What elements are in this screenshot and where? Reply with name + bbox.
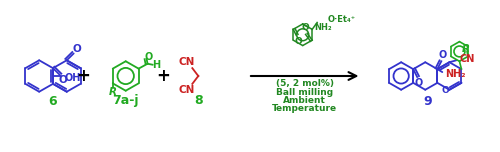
Text: O·Et₄⁺: O·Et₄⁺ [328,15,356,24]
Text: +: + [76,67,90,85]
Text: O: O [144,52,152,62]
Text: NH₂: NH₂ [314,23,332,32]
Text: Ball milling: Ball milling [276,88,334,97]
Text: R: R [462,43,470,54]
Text: 6: 6 [48,95,58,108]
Text: 9: 9 [423,95,432,108]
Text: O: O [438,50,446,60]
Text: Temperature: Temperature [272,104,338,113]
Text: 8: 8 [194,94,202,107]
Text: H: H [152,60,160,70]
Text: O: O [58,75,68,85]
Text: O: O [294,37,302,46]
Text: Ambient: Ambient [284,96,326,105]
Text: (5, 2 mol%): (5, 2 mol%) [276,79,334,88]
Text: O: O [72,43,81,54]
Text: +: + [156,67,170,85]
Text: O: O [442,86,449,95]
Text: CN: CN [178,57,194,67]
Text: O: O [414,78,422,88]
Text: CN: CN [178,85,194,95]
Text: 7a-j: 7a-j [112,94,139,107]
Text: OH: OH [65,73,82,83]
Text: NH₂: NH₂ [446,69,466,79]
Text: O: O [302,23,309,32]
Text: R: R [109,87,117,97]
Text: CN: CN [460,54,474,64]
